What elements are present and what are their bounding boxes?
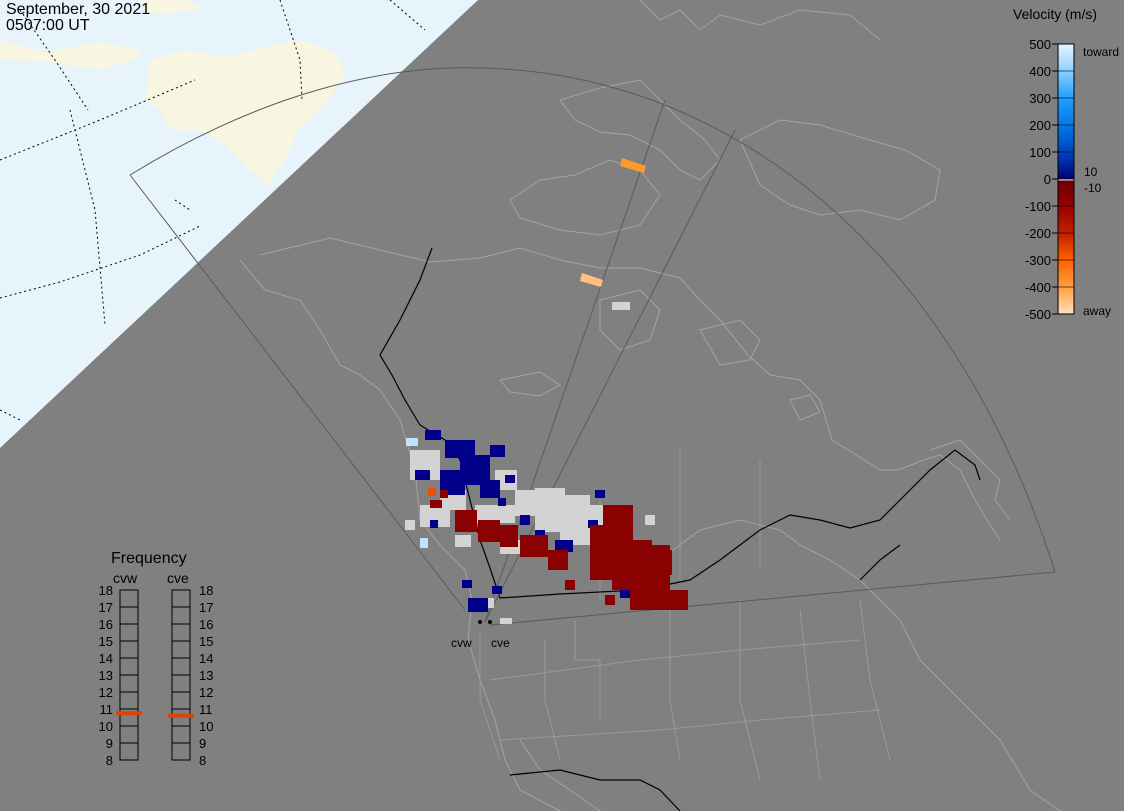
frequency-radar-cve: cve <box>167 570 189 586</box>
frequency-tick-label-cve: 9 <box>199 736 207 751</box>
frequency-tick-label-cvw: 18 <box>98 583 113 598</box>
radar-label-cvw: cvw <box>451 636 472 650</box>
frequency-tick-label-cve: 11 <box>199 702 213 717</box>
velocity-tick-label: -400 <box>1024 280 1051 295</box>
map-date: September, 30 2021 <box>6 1 151 18</box>
frequency-tick-label-cvw: 15 <box>98 634 113 649</box>
frequency-tick-label-cve: 17 <box>199 600 214 615</box>
velocity-tick-label: 500 <box>1029 37 1051 52</box>
velocity-tick-label: 100 <box>1029 145 1051 160</box>
velocity-tick-label: -100 <box>1024 199 1051 214</box>
velocity-tick-label: 400 <box>1029 64 1051 79</box>
frequency-tick-label-cve: 18 <box>199 583 214 598</box>
echoes-away-strong <box>428 158 646 496</box>
coastlines <box>239 0 1061 811</box>
radar-label-cve: cve <box>491 636 510 650</box>
frequency-radar-cvw: cvw <box>113 570 138 586</box>
frequency-tick-label-cvw: 13 <box>98 668 113 683</box>
frequency-tick-label-cvw: 10 <box>98 719 113 734</box>
velocity-tick-label: -500 <box>1024 307 1051 322</box>
velocity-away-label: away <box>1083 304 1112 318</box>
echoes-away <box>430 490 688 610</box>
political-boundaries <box>479 450 891 781</box>
velocity-scale-title: Velocity (m/s) <box>1013 6 1098 22</box>
frequency-tick-label-cve: 12 <box>199 685 214 700</box>
lat-lon-grid <box>0 0 426 421</box>
velocity-tick-label: 300 <box>1029 91 1051 106</box>
daylight-region <box>0 0 478 448</box>
frequency-tick-label-cve: 13 <box>199 668 214 683</box>
velocity-neg-threshold: -10 <box>1084 181 1102 195</box>
daylight-landmass <box>0 40 140 70</box>
frequency-tick-label-cvw: 9 <box>105 736 113 751</box>
frequency-title: Frequency <box>111 550 187 567</box>
frequency-panel <box>116 589 194 761</box>
velocity-tick-label: 0 <box>1043 172 1051 187</box>
velocity-tick-label: -200 <box>1024 226 1051 241</box>
daylight-landmass <box>145 40 345 185</box>
frequency-tick-label-cve: 15 <box>199 634 214 649</box>
daylight-landmass <box>140 0 200 14</box>
echoes-toward-strong <box>406 438 428 548</box>
frequency-tick-label-cvw: 14 <box>98 651 113 666</box>
radar-cve-site <box>488 620 492 624</box>
frequency-tick-label-cvw: 8 <box>105 753 113 768</box>
radar-sites <box>478 620 492 624</box>
frequency-tick-label-cve: 10 <box>199 719 214 734</box>
velocity-toward-label: toward <box>1083 45 1120 59</box>
velocity-pos-threshold: 10 <box>1084 165 1098 179</box>
frequency-tick-label-cvw: 17 <box>98 600 113 615</box>
frequency-tick-label-cvw: 11 <box>99 702 114 717</box>
map-time: 0507:00 UT <box>6 17 90 34</box>
frequency-tick-label-cve: 8 <box>199 753 207 768</box>
frequency-tick-label-cvw: 16 <box>98 617 113 632</box>
frequency-tick-label-cve: 16 <box>199 617 214 632</box>
velocity-tick-label: 200 <box>1029 118 1051 133</box>
velocity-tick-label: -300 <box>1024 253 1051 268</box>
radar-cvw-site <box>478 620 482 624</box>
velocity-scale <box>1052 43 1075 315</box>
frequency-tick-label-cve: 14 <box>199 651 214 666</box>
frequency-tick-label-cvw: 12 <box>98 685 113 700</box>
